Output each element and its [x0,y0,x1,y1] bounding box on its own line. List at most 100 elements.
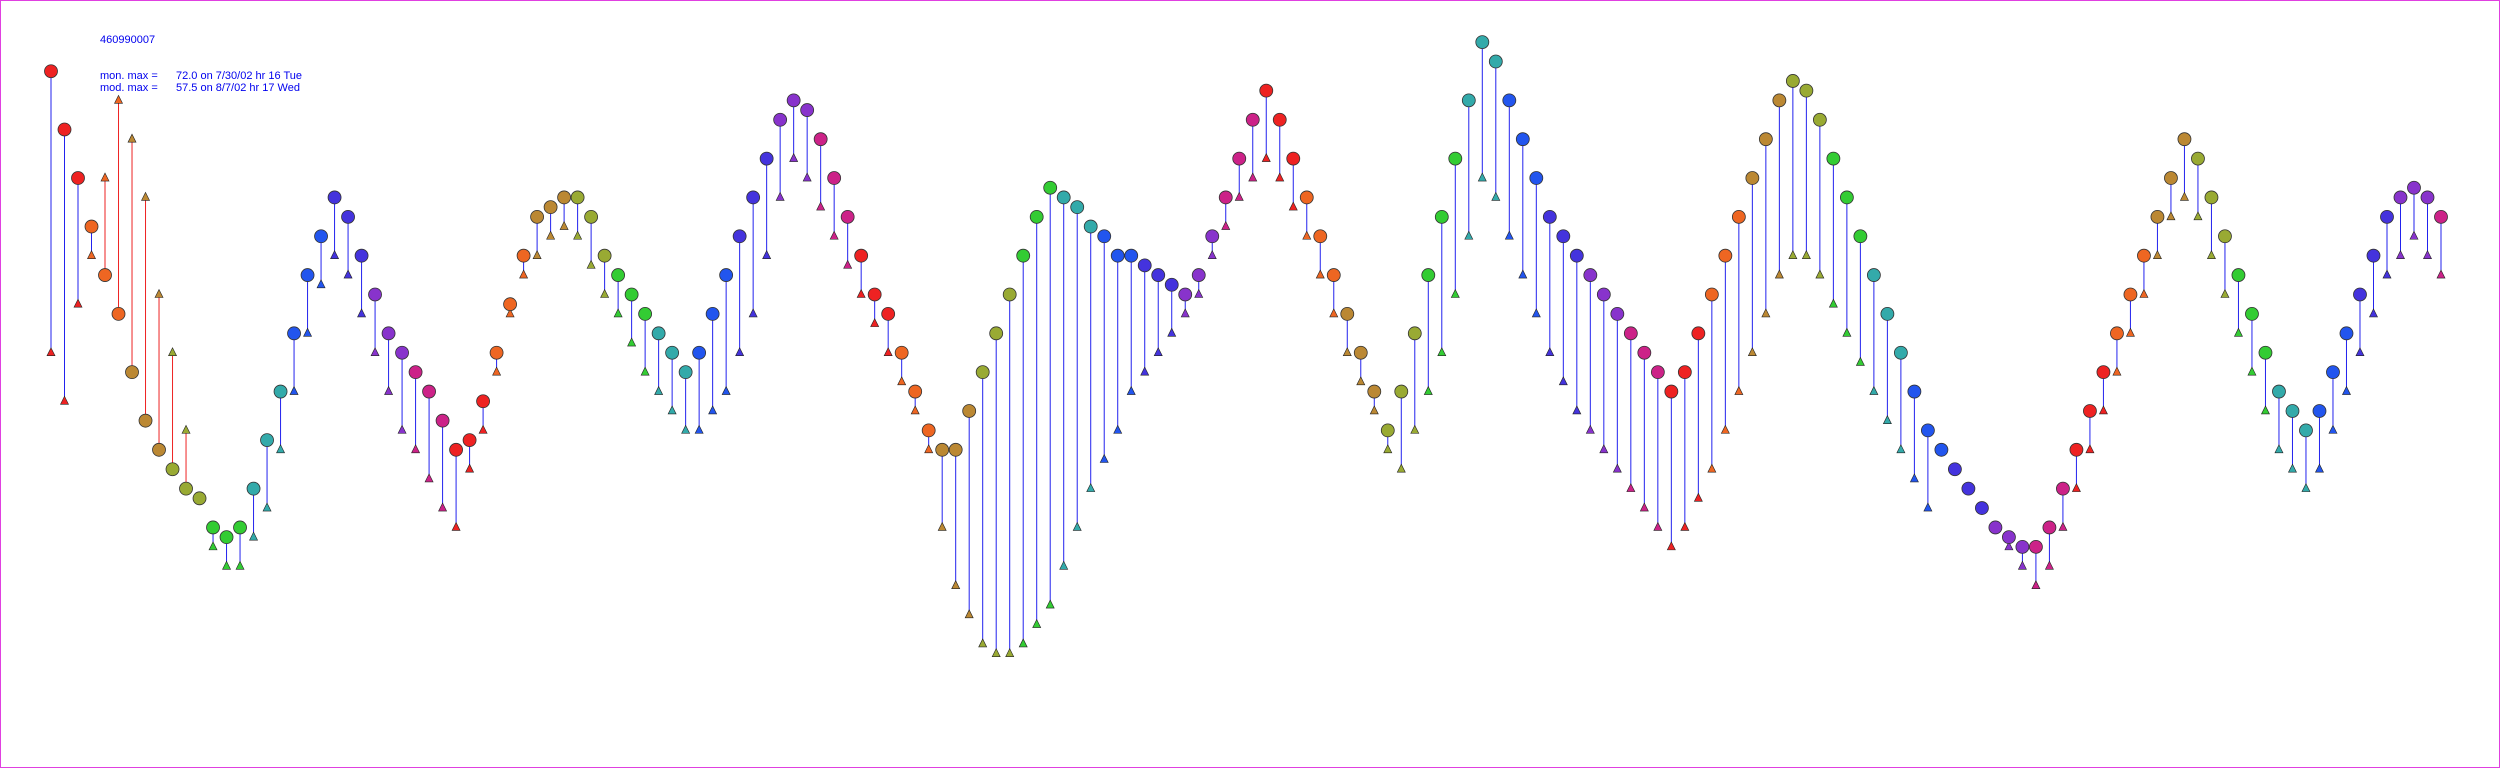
monitored-point-marker [2096,365,2111,380]
monitored-point-marker [1920,423,1935,438]
modeled-point-marker [1288,201,1298,211]
modeled-point-marker [600,288,610,298]
modeled-point-marker [2355,347,2365,357]
modeled-point-marker [465,463,475,473]
station-id: 460990007 [100,34,156,46]
monitored-point-marker [854,248,869,263]
modeled-point-marker [478,424,488,434]
monitored-point-marker [152,442,166,457]
monitored-point-marker [233,520,247,535]
monitored-point-marker [1218,190,1233,205]
modeled-point-marker [694,424,704,434]
modeled-point-marker [1707,463,1717,473]
monitored-point-marker [1758,132,1773,147]
modeled-point-marker [708,405,718,415]
monitored-point-marker [1083,219,1098,234]
modeled-point-marker [1126,385,1136,395]
monitored-point-marker [2245,307,2259,321]
monitored-point-marker [1583,268,1598,282]
modeled-point-marker [1005,647,1015,657]
monitored-point-marker [2150,209,2165,224]
monitored-point-marker [1421,268,1436,282]
modeled-point-marker [2152,249,2162,259]
modeled-point-marker [1720,424,1730,434]
monitored-point-marker [530,209,545,224]
modeled-point-marker [1194,288,1204,298]
monitored-point-marker [773,112,788,127]
monitored-point-marker [476,394,490,409]
modeled-point-marker [73,298,83,308]
modeled-point-marker [856,288,866,298]
monitored-point-marker [638,307,653,321]
modeled-point-marker [2301,482,2311,492]
monitored-point-marker [1110,248,1125,263]
modeled-point-marker [1099,453,1109,463]
monitored-point-marker [1380,423,1395,438]
modeled-point-marker [1167,327,1177,337]
modeled-point-marker [613,308,623,318]
modeled-point-marker [1180,308,1190,318]
monitored-point-marker [2285,404,2300,418]
modeled-point-marker [2085,444,2095,454]
monitored-point-marker [1191,268,1206,282]
monitored-point-marker [2123,287,2138,302]
monitored-point-marker [719,268,734,282]
monitored-point-marker [2015,539,2030,554]
modeled-point-marker [816,201,826,211]
modeled-point-marker [2328,424,2338,434]
modeled-point-marker [2274,444,2284,454]
monitored-point-marker [2272,384,2286,399]
modeled-point-marker [1045,599,1055,609]
monitored-point-marker [1799,83,1814,98]
monitored-point-marker [921,423,936,438]
modeled-point-marker [411,444,421,454]
monitored-point-marker [246,481,261,496]
modeled-point-marker [505,308,515,318]
modeled-point-marker [2004,541,2014,551]
monitored-point-marker [543,200,558,215]
modeled-point-marker [1828,298,1838,308]
monitored-point-marker [1137,258,1152,273]
monitored-point-marker [179,481,193,496]
modeled-point-marker [2058,521,2068,531]
modeled-point-marker [1018,638,1028,648]
modeled-point-marker [1234,191,1244,201]
modeled-point-marker [1491,191,1501,201]
monitored-point-marker [1961,481,1976,496]
monitored-point-marker [1637,345,1652,360]
monitored-point-marker [111,307,126,321]
monitored-point-marker [341,209,355,224]
monitored-point-marker [1394,384,1409,399]
monitored-point-marker [219,530,234,545]
modeled-point-marker [1302,230,1312,240]
monitored-point-marker [1691,326,1706,341]
monitored-point-marker [1097,229,1112,244]
monitored-point-marker [800,103,815,117]
modeled-point-marker [1626,482,1636,492]
modeled-point-marker [1747,347,1757,357]
modeled-point-marker [1666,541,1676,551]
modeled-point-marker [1275,172,1285,182]
monitored-point-marker [2299,423,2313,438]
modeled-point-marker [2125,327,2135,337]
monitored-point-marker [1812,112,1827,127]
monitored-point-marker [1056,190,1071,205]
monitored-point-marker [1677,365,1692,380]
modeled-point-marker [276,444,286,454]
modeled-point-marker [289,385,299,395]
modeled-point-marker [1032,618,1042,628]
monitored-point-marker [651,326,666,341]
modeled-point-marker [1531,308,1541,318]
modeled-point-marker [1815,269,1825,279]
modeled-point-marker [1450,288,1460,298]
modeled-point-marker [1437,347,1447,357]
modeled-point-marker [1801,249,1811,259]
monitored-point-marker [1515,132,1530,147]
modeled-point-marker [1869,385,1879,395]
monitored-point-marker [2434,209,2448,224]
modeled-point-marker [532,249,542,259]
monitored-point-marker [1434,209,1449,224]
modeled-point-marker [2206,249,2216,259]
modeled-point-marker [910,405,920,415]
modeled-point-marker [1410,424,1420,434]
